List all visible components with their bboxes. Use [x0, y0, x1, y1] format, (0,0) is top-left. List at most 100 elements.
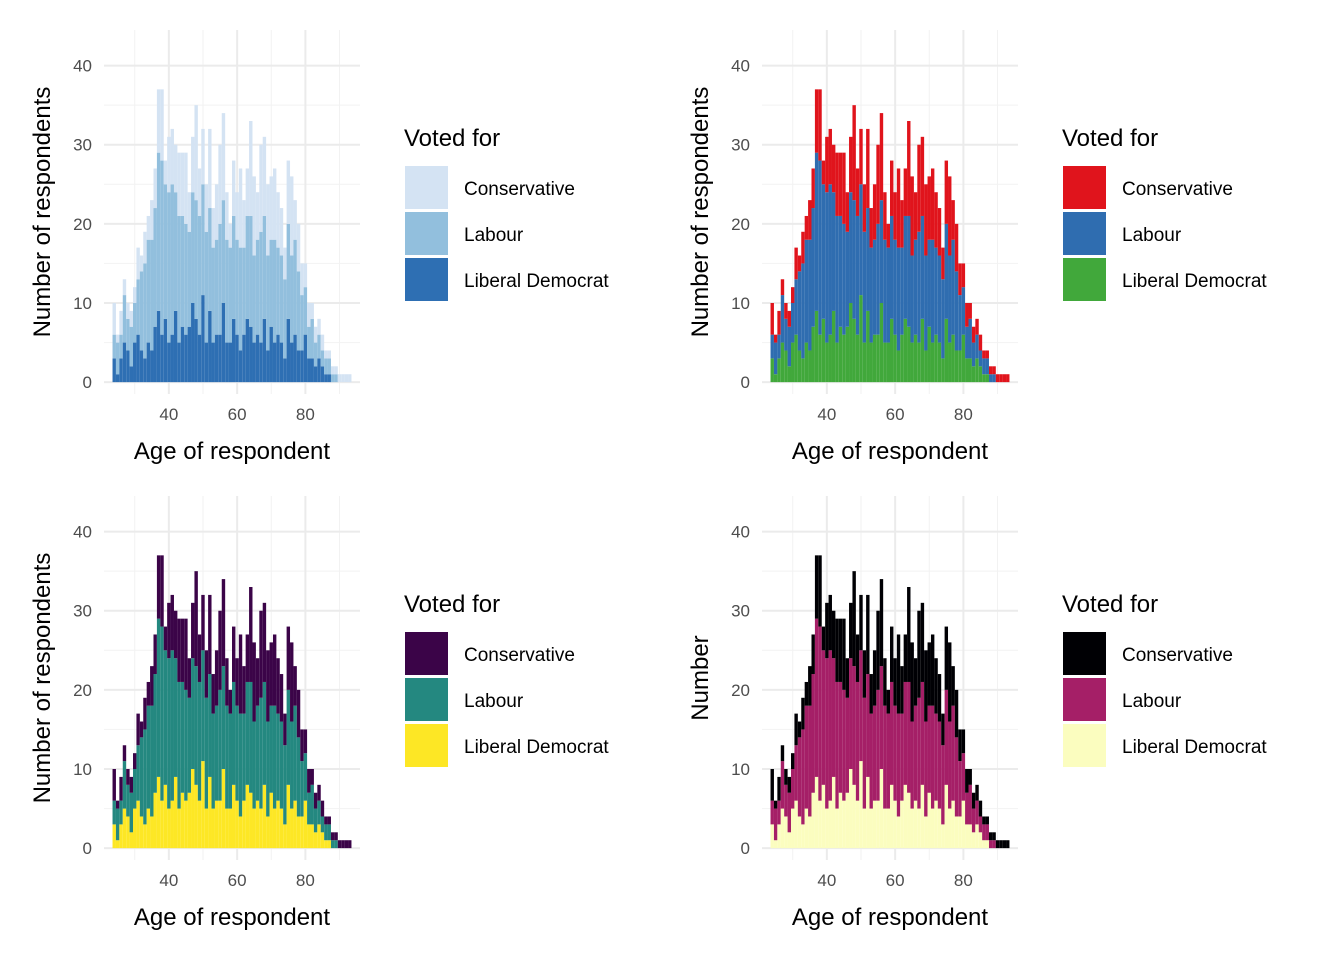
bar-liberal-democrat [927, 792, 931, 849]
bar-conservative [276, 192, 280, 248]
bar-conservative [245, 168, 250, 216]
bar-liberal-democrat [907, 326, 911, 383]
bar-labour [272, 705, 277, 809]
legend-label: Conservative [1122, 645, 1233, 666]
bar-conservative [808, 666, 812, 706]
bar-conservative [787, 776, 792, 793]
bar-labour [242, 713, 246, 801]
bar-labour [235, 239, 239, 335]
bar-conservative [930, 168, 935, 240]
bar-conservative [344, 840, 349, 849]
legend-label: Labour [1122, 225, 1182, 246]
bar-labour [821, 184, 826, 319]
bar-conservative [794, 713, 798, 746]
bar-liberal-democrat [139, 816, 144, 849]
bar-conservative [869, 208, 873, 248]
bar-liberal-democrat [828, 334, 832, 383]
bar-labour [948, 255, 952, 343]
bar-conservative [221, 113, 226, 201]
bar-labour [900, 713, 904, 801]
bar-labour [153, 674, 157, 793]
bar-labour [791, 769, 795, 809]
bar-labour [143, 263, 147, 359]
bar-labour [293, 239, 297, 335]
bar-conservative [293, 200, 297, 240]
bar-conservative [948, 176, 952, 256]
bar-liberal-democrat [835, 342, 839, 383]
bar-liberal-democrat [930, 808, 935, 849]
bar-liberal-democrat [170, 800, 174, 849]
bar-conservative [777, 310, 781, 335]
bar-conservative [235, 192, 239, 240]
bar-labour [112, 800, 116, 825]
bar-labour [930, 705, 935, 809]
bar-liberal-democrat [985, 374, 989, 383]
bar-conservative [821, 626, 826, 651]
legend-title: Voted for [404, 125, 500, 152]
legend-key [405, 166, 448, 209]
bar-conservative [968, 769, 972, 785]
y-tick-label: 30 [73, 602, 92, 621]
bar-liberal-democrat [780, 808, 785, 849]
bar-labour [896, 247, 901, 351]
bar-liberal-democrat [228, 808, 232, 849]
bar-conservative [283, 713, 287, 746]
bar-conservative [242, 200, 246, 248]
legend-key [1063, 724, 1106, 767]
bar-labour [191, 658, 195, 769]
bar-liberal-democrat [818, 800, 822, 849]
bar-liberal-democrat [201, 295, 205, 383]
bar-labour [228, 247, 232, 343]
bar-liberal-democrat [286, 784, 291, 849]
bar-conservative [862, 650, 867, 698]
bar-labour [907, 215, 911, 327]
y-tick-label: 40 [73, 57, 92, 76]
bar-labour [811, 674, 815, 793]
bar-labour [920, 215, 925, 319]
bar-conservative [944, 626, 949, 690]
bar-liberal-democrat [204, 808, 209, 849]
bar-liberal-democrat [890, 318, 894, 383]
y-tick-label: 40 [731, 523, 750, 542]
bar-conservative [115, 800, 120, 809]
bar-conservative [900, 200, 904, 248]
bar-liberal-democrat [831, 776, 836, 849]
bar-liberal-democrat [269, 326, 273, 383]
bar-conservative [143, 231, 147, 264]
bar-liberal-democrat [211, 342, 215, 383]
bar-liberal-democrat [821, 784, 826, 849]
bar-conservative [197, 634, 202, 682]
bar-conservative [958, 263, 962, 296]
bar-labour [218, 223, 222, 335]
bar-conservative [293, 666, 297, 706]
bar-labour [958, 761, 962, 817]
bar-labour [269, 705, 273, 793]
bar-conservative [784, 769, 788, 785]
bar-conservative [327, 816, 331, 825]
bar-liberal-democrat [300, 350, 304, 383]
bar-labour [808, 239, 812, 351]
bar-conservative [835, 152, 839, 216]
bar-labour [197, 215, 202, 335]
bar-liberal-democrat [934, 800, 938, 849]
bar-conservative [167, 136, 171, 193]
bar-liberal-democrat [852, 318, 856, 383]
bar-labour [818, 160, 822, 335]
legend-key [405, 212, 448, 255]
bar-labour [913, 239, 918, 335]
bar-liberal-democrat [317, 358, 321, 383]
bar-liberal-democrat [982, 374, 986, 383]
bar-labour [818, 626, 822, 801]
bar-labour [160, 626, 164, 801]
bar-liberal-democrat [313, 832, 318, 849]
bar-liberal-democrat [232, 784, 236, 849]
bar-labour [773, 342, 778, 375]
bar-labour [300, 761, 304, 817]
bar-liberal-democrat [150, 816, 154, 849]
bar-labour [122, 761, 127, 809]
bar-labour [276, 247, 280, 335]
bar-conservative [845, 658, 850, 698]
bar-liberal-democrat [917, 808, 921, 849]
bar-labour [876, 223, 880, 335]
bar-conservative [978, 800, 983, 817]
